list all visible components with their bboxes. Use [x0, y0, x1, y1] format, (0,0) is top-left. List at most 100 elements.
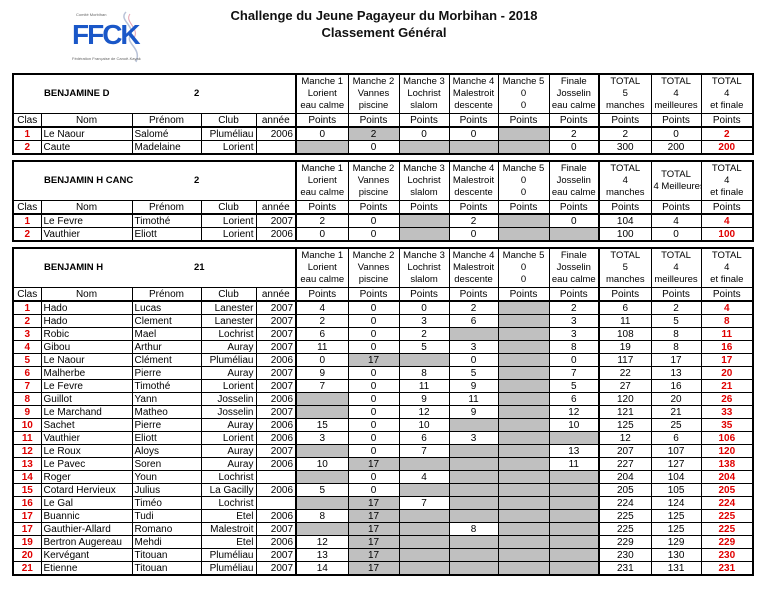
points-cell: 0: [448, 126, 499, 141]
nom-cell: Roger: [40, 470, 133, 484]
rank-cell: 1: [12, 126, 42, 141]
table-row: 21 Etienne Titouan Pluméliau 2007 14 17 231 131 2…: [12, 561, 754, 576]
rank-cell: 16: [12, 496, 42, 510]
column-header: Points: [398, 287, 450, 302]
points-cell: [448, 418, 499, 432]
points-cell: 9: [448, 405, 499, 419]
points-cell: [448, 470, 499, 484]
annee-cell: 2007: [255, 379, 297, 393]
nom-cell: Etienne: [40, 561, 133, 576]
manche-header: TOTAL 4 et finale: [700, 73, 754, 114]
column-header: Points: [398, 200, 450, 215]
club-cell: Lorient: [200, 140, 257, 155]
points-cell: 3: [548, 314, 600, 328]
total-4-cell: 17: [650, 353, 702, 367]
club-cell: Auray: [200, 340, 257, 354]
points-cell: 14: [295, 561, 349, 576]
points-cell: 10: [548, 418, 600, 432]
column-header: Points: [295, 287, 349, 302]
prenom-cell: Clement: [131, 314, 202, 328]
table-row: 9 Le Marchand Matheo Josselin 2007 0 12 9 12 121 2…: [12, 405, 754, 419]
category-name: BENJAMIN H CANC: [44, 175, 134, 186]
points-cell: [497, 126, 550, 141]
club-cell: Auray: [200, 444, 257, 458]
points-cell: [497, 300, 550, 315]
club-cell: Lanester: [200, 314, 257, 328]
points-cell: [548, 496, 600, 510]
points-cell: [398, 457, 450, 471]
nom-cell: Vauthier: [40, 431, 133, 445]
competitor-count: 21: [194, 262, 205, 273]
points-cell: 0: [295, 126, 349, 141]
total-4-cell: 2: [650, 300, 702, 315]
points-cell: 6: [548, 392, 600, 406]
nom-cell: Le Pavec: [40, 457, 133, 471]
total-5-cell: 207: [598, 444, 652, 458]
column-header: Points: [598, 287, 652, 302]
points-cell: [548, 227, 600, 242]
club-cell: Josselin: [200, 392, 257, 406]
points-cell: 9: [398, 392, 450, 406]
rank-cell: 15: [12, 483, 42, 497]
total-final-cell: 26: [700, 392, 754, 406]
points-cell: 0: [347, 366, 400, 380]
total-5-cell: 100: [598, 227, 652, 242]
total-4-cell: 20: [650, 392, 702, 406]
nom-cell: Le Naour: [40, 126, 133, 141]
club-cell: Lorient: [200, 227, 257, 242]
column-header: Points: [548, 200, 600, 215]
points-cell: 13: [548, 444, 600, 458]
column-header: Points: [347, 113, 400, 128]
table-row: 2 Caute Madelaine Lorient 0 0 300 200 200: [12, 140, 754, 155]
total-final-cell: 100: [700, 227, 754, 242]
logo-text: FFCK: [72, 19, 141, 50]
total-5-cell: 22: [598, 366, 652, 380]
total-5-cell: 205: [598, 483, 652, 497]
points-cell: 5: [448, 366, 499, 380]
column-header: Clas: [12, 287, 42, 302]
total-final-cell: 106: [700, 431, 754, 445]
table-row: 2 Hado Clement Lanester 2007 2 0 3 6 3 11 5 8: [12, 314, 754, 328]
total-5-cell: 300: [598, 140, 652, 155]
annee-cell: [255, 140, 297, 155]
points-cell: 12: [548, 405, 600, 419]
points-cell: 3: [548, 327, 600, 341]
prenom-cell: Madelaine: [131, 140, 202, 155]
annee-cell: 2006: [255, 457, 297, 471]
points-cell: [398, 140, 450, 155]
column-header: Points: [398, 113, 450, 128]
club-cell: Pluméliau: [200, 548, 257, 562]
table-row: 6 Malherbe Pierre Auray 2007 9 0 8 5 7 22 13 20: [12, 366, 754, 380]
points-cell: [548, 483, 600, 497]
total-5-cell: 27: [598, 379, 652, 393]
total-4-cell: 8: [650, 340, 702, 354]
points-cell: 5: [548, 379, 600, 393]
annee-cell: 2006: [255, 227, 297, 242]
points-cell: [497, 470, 550, 484]
annee-cell: 2007: [255, 405, 297, 419]
points-cell: 13: [295, 548, 349, 562]
competitor-count: 2: [194, 175, 200, 186]
points-cell: 2: [398, 327, 450, 341]
total-4-cell: 124: [650, 496, 702, 510]
column-header: Points: [700, 200, 754, 215]
points-cell: 2: [347, 126, 400, 141]
table-row: 4 Gibou Arthur Auray 2007 11 0 5 3 8 19 8 16: [12, 340, 754, 354]
column-header: Club: [200, 113, 257, 128]
points-cell: 0: [347, 314, 400, 328]
table-row: 3 Robic Mael Lochrist 2007 6 0 2 3 108 8 11: [12, 327, 754, 341]
prenom-cell: Arthur: [131, 340, 202, 354]
prenom-cell: Youn: [131, 470, 202, 484]
prenom-cell: Titouan: [131, 561, 202, 576]
annee-cell: 2006: [255, 418, 297, 432]
total-5-cell: 12: [598, 431, 652, 445]
rank-cell: 9: [12, 405, 42, 419]
points-cell: 2: [548, 300, 600, 315]
column-header: Club: [200, 200, 257, 215]
points-cell: [295, 444, 349, 458]
column-header: Nom: [40, 113, 133, 128]
column-header: Points: [700, 113, 754, 128]
annee-cell: 2006: [255, 353, 297, 367]
column-header: année: [255, 287, 297, 302]
manche-header: Manche 3 Lochrist slalom: [398, 247, 450, 288]
